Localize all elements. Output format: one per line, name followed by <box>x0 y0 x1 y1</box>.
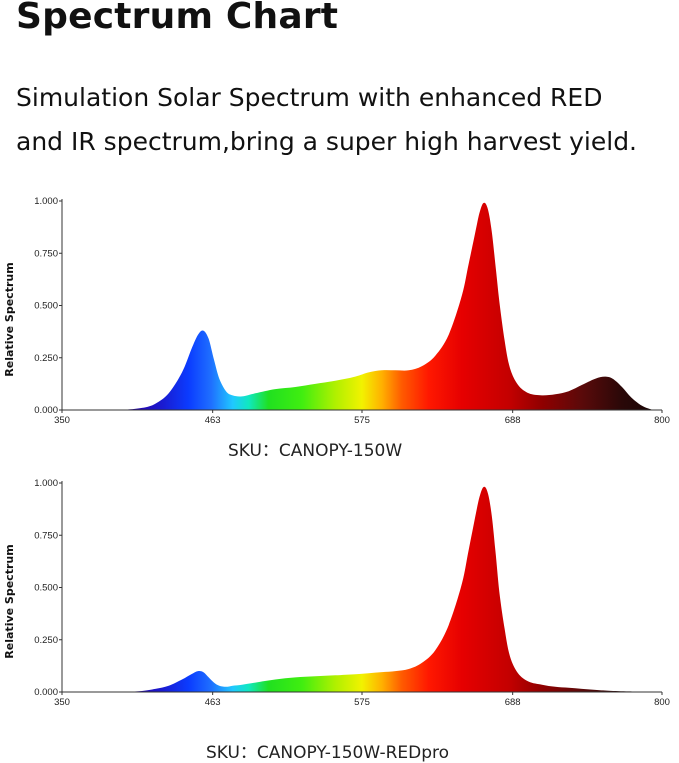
sku-caption-2: SKU：CANOPY-150W-REDpro <box>206 743 450 763</box>
y-tick-label: 0.000 <box>34 405 58 416</box>
subtitle-line-1: Simulation Solar Spectrum with enhanced … <box>16 83 603 112</box>
plot-area <box>122 202 653 410</box>
spectrum-area <box>122 486 649 692</box>
subtitle-line-2: and IR spectrum,bring a super high harve… <box>16 127 638 156</box>
sku-caption-1: SKU：CANOPY-150W <box>228 441 403 461</box>
y-tick-label: 0.250 <box>34 353 58 364</box>
y-tick-label: 0.500 <box>34 301 58 312</box>
x-tick-label: 688 <box>505 415 521 426</box>
plot-area <box>122 486 649 692</box>
y-tick-label: 0.000 <box>34 687 58 698</box>
x-tick-label: 350 <box>54 697 70 708</box>
x-tick-label: 688 <box>505 697 521 708</box>
axes: 0.000 0.250 0.500 0.750 1.000 350 463 575 688 800 <box>34 478 670 708</box>
y-tick-label: 1.000 <box>34 478 58 489</box>
x-tick-label: 463 <box>205 415 221 426</box>
x-tick-label: 575 <box>354 697 370 708</box>
y-tick-label: 0.500 <box>34 583 58 594</box>
subtitle: Simulation Solar Spectrum with enhanced … <box>16 76 676 164</box>
y-tick-label: 1.000 <box>34 196 58 207</box>
page-title: Spectrum Chart <box>16 0 339 37</box>
y-tick-label: 0.750 <box>34 530 58 541</box>
y-tick-label: 0.750 <box>34 248 58 259</box>
y-tick-label: 0.250 <box>34 635 58 646</box>
y-axis-label: Relative Spectrum <box>3 544 16 658</box>
spectrum-chart-canopy-150w-redpro: 0.000 0.250 0.500 0.750 1.000 350 463 575 688 800… <box>3 478 670 708</box>
axes: 0.000 0.250 0.500 0.750 1.000 350 463 575 688 800 <box>34 196 670 426</box>
y-axis-label: Relative Spectrum <box>3 262 16 376</box>
x-tick-label: 800 <box>654 415 670 426</box>
x-tick-label: 350 <box>54 415 70 426</box>
x-tick-label: 575 <box>354 415 370 426</box>
x-tick-label: 463 <box>205 697 221 708</box>
spectrum-chart-canopy-150w: 0.000 0.250 0.500 0.750 1.000 350 463 575 688 800… <box>3 196 670 426</box>
spectrum-area <box>122 202 653 410</box>
x-tick-label: 800 <box>654 697 670 708</box>
